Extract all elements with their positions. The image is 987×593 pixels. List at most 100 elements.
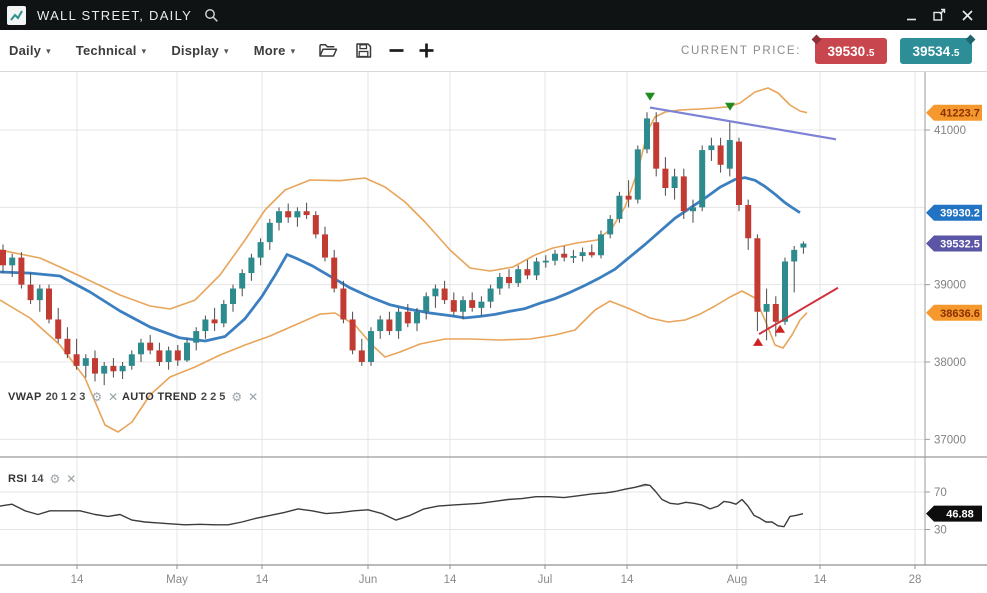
display-menu[interactable]: Display ▾ — [171, 43, 228, 58]
candle-body — [772, 304, 779, 322]
vwap-settings-gear-icon[interactable]: ⚙ — [91, 390, 103, 404]
buy-direction-marker — [965, 34, 976, 44]
candle-body — [110, 365, 117, 372]
more-menu[interactable]: More ▾ — [254, 43, 296, 58]
lower-band-price-tag — [926, 304, 982, 321]
candle-body — [478, 301, 485, 308]
technical-menu-label: Technical — [75, 43, 137, 58]
auto-trend-indicator-label: AUTO TREND 2 2 5 ⚙ ✕ — [122, 391, 258, 403]
price-tick-label: 38000 — [934, 357, 966, 369]
candle-body — [211, 319, 218, 324]
candle-body — [220, 304, 227, 324]
rsi-tick-label: 70 — [934, 487, 947, 499]
svg-text:46.88: 46.88 — [946, 509, 974, 521]
rsi-remove-icon[interactable]: ✕ — [66, 472, 77, 486]
buy-price-fraction: .5 — [951, 47, 960, 59]
candle-body — [230, 288, 236, 304]
buy-price-value: 39534 — [912, 43, 951, 59]
auto-trend-name: AUTO TREND — [122, 391, 197, 403]
buy-price-button[interactable]: 39534.5 — [900, 34, 976, 64]
candle-body — [368, 331, 374, 362]
minimize-button[interactable] — [897, 2, 925, 28]
downtrend-line — [649, 106, 837, 141]
vwap-indicator-label: VWAP 20 1 2 3 ⚙ ✕ — [8, 391, 118, 403]
candle-body — [763, 304, 770, 312]
candle-body — [782, 261, 788, 322]
candle-body — [791, 249, 798, 262]
rsi-settings-gear-icon[interactable]: ⚙ — [49, 472, 61, 486]
more-menu-label: More — [253, 43, 286, 58]
candle-body — [395, 311, 402, 332]
time-tick-label: 14 — [256, 574, 269, 586]
popout-button[interactable] — [925, 2, 953, 28]
close-button[interactable] — [953, 2, 981, 28]
candle-body — [340, 288, 347, 320]
candle-body — [607, 218, 614, 235]
candle-body — [349, 319, 356, 351]
lower-band-line — [0, 290, 808, 433]
upper-band-price-tag — [926, 104, 982, 121]
candle-body — [377, 319, 384, 332]
candle-body — [432, 288, 439, 297]
time-tick-label: May — [166, 574, 188, 586]
svg-text:41223.7: 41223.7 — [940, 108, 980, 120]
toolbar: Daily ▾ Technical ▾ Display ▾ More ▾ — [0, 30, 987, 72]
chevron-down-icon: ▾ — [223, 46, 229, 56]
timeframe-menu-label: Daily — [9, 43, 42, 58]
open-folder-icon[interactable] — [318, 42, 338, 59]
candle-body — [552, 253, 558, 261]
vwap-params: 20 1 2 3 — [45, 391, 86, 403]
candle-body — [257, 242, 264, 258]
auto-trend-remove-icon[interactable]: ✕ — [248, 390, 259, 404]
price-tick-label: 37000 — [934, 434, 966, 446]
technical-menu[interactable]: Technical ▾ — [76, 43, 147, 58]
candle-body — [653, 122, 660, 169]
time-tick-label: Jun — [359, 574, 378, 586]
candle-body — [496, 276, 503, 289]
candle-body — [0, 249, 6, 266]
vwap-price-tag — [926, 204, 982, 221]
sell-price-button[interactable]: 39530.5 — [811, 34, 887, 64]
candle-body — [184, 342, 190, 361]
candle-body — [386, 319, 393, 332]
candle-body — [644, 118, 650, 150]
auto-trend-settings-gear-icon[interactable]: ⚙ — [231, 390, 243, 404]
candle-body — [303, 211, 310, 216]
vwap-line — [0, 176, 801, 343]
candle-body — [101, 365, 108, 374]
candle-body — [423, 296, 430, 312]
sell-signal-arrow-icon — [725, 102, 735, 111]
save-icon[interactable] — [355, 42, 372, 59]
vwap-remove-icon[interactable]: ✕ — [108, 390, 119, 404]
candle-body — [27, 284, 34, 301]
svg-text:39930.2: 39930.2 — [940, 208, 980, 220]
zoom-out-icon[interactable] — [388, 42, 405, 59]
candle-body — [248, 257, 255, 274]
rsi-panel — [0, 483, 804, 528]
candle-body — [634, 149, 641, 200]
candle-body — [414, 311, 420, 324]
svg-text:38636.6: 38636.6 — [940, 308, 980, 320]
candle-body — [515, 269, 522, 284]
window-controls — [897, 2, 981, 28]
candle-body — [450, 300, 457, 312]
candle-body — [579, 252, 586, 257]
search-icon[interactable] — [204, 8, 219, 23]
title-bar: WALL STREET, DAILY — [0, 0, 987, 30]
candle-body — [165, 350, 172, 362]
price-axis: 41000 39000 38000 37000 70 30 — [925, 125, 966, 537]
candle-body — [680, 176, 687, 212]
auto-trend-params: 2 2 5 — [200, 391, 226, 403]
timeframe-menu[interactable]: Daily ▾ — [9, 43, 51, 58]
candle-body — [18, 257, 25, 285]
time-tick-label: 14 — [444, 574, 457, 586]
time-tick-label: 14 — [621, 574, 634, 586]
time-tick-label: 14 — [814, 574, 827, 586]
candle-body — [202, 319, 209, 332]
candle-body — [469, 300, 476, 308]
candle-body — [542, 260, 549, 263]
rsi-line — [0, 483, 804, 528]
zoom-in-icon[interactable] — [418, 42, 435, 59]
